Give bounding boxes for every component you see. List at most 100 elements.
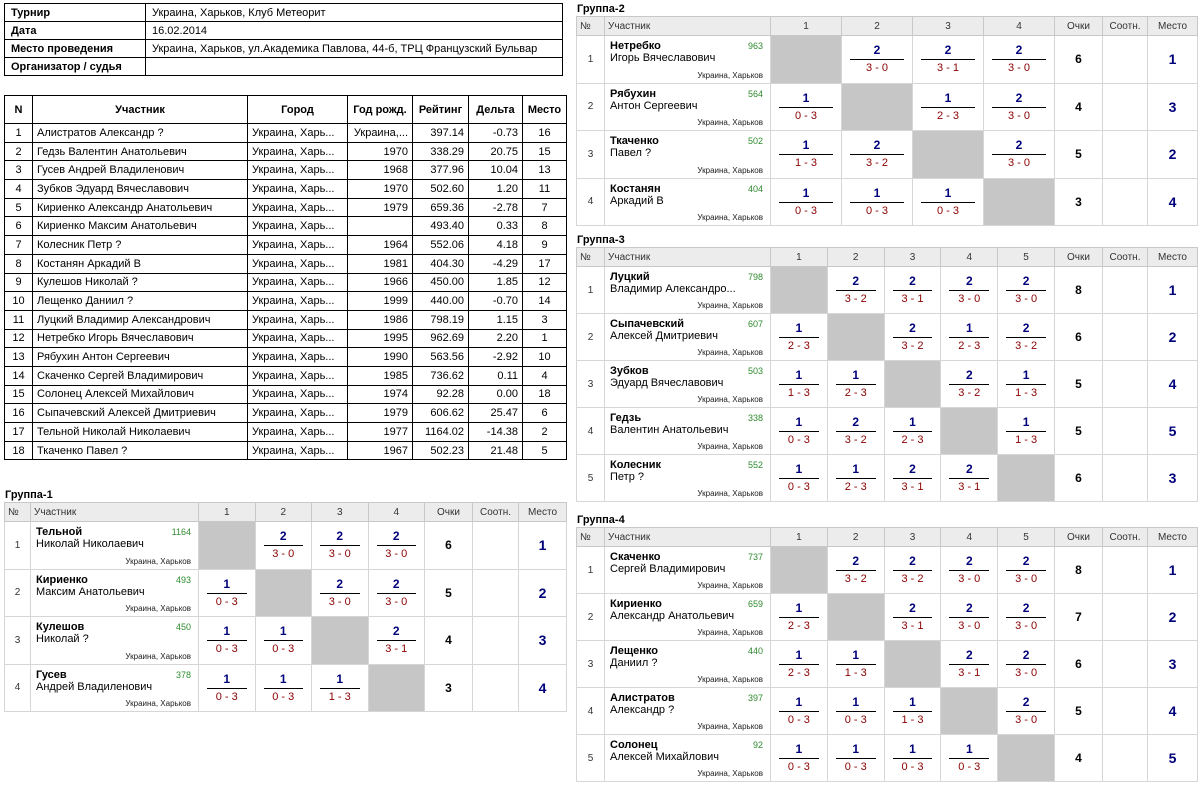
participant-cell: 16 [4, 403, 33, 423]
match-points: 1 [909, 742, 916, 756]
participant-cell: 17 [4, 422, 33, 442]
match-points: 2 [873, 138, 881, 153]
player-cell: Скаченко Сергей Владимирович 737 Украина, Х… [604, 546, 771, 594]
group-header-row: № Участник 1 2 3 4 Очки Соотн. Место [576, 16, 1198, 36]
player-city: Украина, Харьков [697, 581, 763, 590]
participant-cell: 962.69 [412, 328, 469, 349]
player-rating: 963 [747, 41, 763, 51]
match-score: 2 - 3 [844, 481, 867, 493]
participant-cell: 11 [4, 309, 33, 330]
participant-cell: Скаченко Сергей Владимирович [32, 365, 248, 386]
ratio [1101, 734, 1148, 782]
ratio [1101, 640, 1148, 688]
row-number: 1 [4, 521, 31, 570]
participant-cell: Зубков Эдуард Вячеславович [32, 179, 248, 199]
group-title: Группа-3 [577, 234, 625, 246]
player-surname: Луцкий [610, 271, 650, 283]
participant-cell: -2.78 [468, 197, 523, 218]
final-place: 3 [1146, 454, 1198, 502]
match-score: 0 - 3 [794, 109, 817, 122]
player-city: Украина, Харьков [697, 118, 763, 127]
fraction-line [207, 592, 247, 594]
player-cell: Ткаченко Павел ? 502 Украина, Харьков [604, 130, 771, 179]
player-surname: Солонец [610, 739, 658, 751]
fraction-line [1006, 384, 1046, 385]
col-opponent-header: 5 [997, 247, 1055, 267]
col-ratio-header: Соотн. [1101, 247, 1148, 267]
total-points: 3 [1054, 177, 1103, 226]
participant-cell: 3 [4, 160, 33, 181]
player-name: Алексей Михайлович [610, 751, 719, 763]
group-row: 3 Зубков Эдуард Вячеславович 503 Украина, Ха… [576, 360, 1198, 408]
participant-cell: Ткаченко Павел ? [32, 440, 248, 461]
match-score: 3 - 0 [1015, 714, 1038, 726]
match-result: 1 2 - 3 [770, 640, 828, 688]
match-result: 2 3 - 1 [940, 640, 999, 688]
final-place: 5 [1146, 734, 1198, 782]
match-score: 3 - 1 [901, 481, 924, 493]
player-name: Даниил ? [610, 657, 658, 669]
participants-header: Дельта [468, 95, 523, 124]
ratio [1102, 177, 1148, 226]
fraction-line [850, 59, 904, 61]
match-score: 3 - 0 [272, 548, 295, 561]
fraction-line [949, 478, 990, 479]
participant-cell: 1964 [347, 235, 413, 255]
group-3: Группа-3 № Участник 1 2 3 4 5 Очки Соотн. Место 1 Лу… [576, 233, 1198, 502]
match-points: 2 [965, 274, 973, 288]
match-score: 3 - 0 [1015, 620, 1038, 632]
group-row: 2 Кириенко Максим Анатольевич 493 Украина, Х… [4, 568, 567, 617]
col-opponent-header: 2 [826, 527, 885, 547]
match-result: 1 0 - 3 [770, 687, 828, 735]
player-cell: Колесник Петр ? 552 Украина, Харьков [604, 454, 771, 502]
match-result: 2 3 - 0 [940, 546, 999, 594]
match-result: 2 3 - 2 [841, 130, 913, 179]
col-player-header: Участник [30, 502, 199, 522]
col-score-header: Очки [1053, 527, 1103, 547]
fraction-line [835, 290, 876, 291]
match-points: 2 [336, 576, 344, 591]
player-surname: Лещенко [610, 645, 658, 657]
participant-cell: 1981 [347, 253, 413, 274]
col-place-header: Место [518, 502, 567, 522]
final-place: 4 [1147, 177, 1198, 226]
match-points: 2 [873, 43, 881, 58]
player-cell: Кулешов Николай ? 450 Украина, Харьков [30, 616, 199, 665]
fraction-line [779, 431, 819, 432]
match-points: 1 [795, 321, 803, 335]
col-place-header: Место [1146, 247, 1198, 267]
participants-header: Год рожд. [347, 95, 413, 124]
participant-cell: Костанян Аркадий В [32, 253, 248, 274]
match-score: 3 - 1 [901, 293, 924, 305]
match-result: 1 1 - 3 [770, 130, 842, 179]
match-result: 1 0 - 3 [770, 734, 828, 782]
match-result: 2 3 - 2 [883, 546, 942, 594]
participant-row: 18 Ткаченко Павел ? Украина, Харь... 1967 50… [4, 440, 567, 461]
match-result: 2 3 - 0 [254, 521, 312, 570]
fraction-line [263, 545, 303, 547]
participant-cell: Кулешов Николай ? [32, 272, 248, 293]
participant-cell: 1 [522, 328, 567, 349]
participant-cell: 9 [522, 235, 567, 255]
match-score: 3 - 1 [901, 620, 924, 632]
match-result: 1 1 - 3 [997, 407, 1055, 455]
group-row: 5 Колесник Петр ? 552 Украина, Харьков 1 0 - 3… [576, 454, 1198, 502]
fraction-line [320, 687, 360, 689]
participant-cell: 18 [4, 440, 33, 461]
participant-cell: -0.70 [468, 291, 523, 311]
fraction-line [779, 106, 833, 108]
final-place: 4 [1146, 360, 1198, 408]
player-city: Украина, Харьков [697, 213, 763, 222]
participant-row: 11 Луцкий Владимир Александрович Украина, … [4, 309, 567, 330]
row-number: 2 [576, 82, 605, 131]
fraction-line [992, 154, 1046, 156]
match-score: 3 - 2 [844, 293, 867, 305]
participant-cell: -14.38 [468, 422, 523, 442]
match-result: 1 0 - 3 [254, 616, 312, 665]
ratio [472, 616, 519, 665]
match-points: 1 [852, 648, 860, 662]
fraction-line [835, 384, 876, 385]
col-opponent-header: 2 [826, 247, 885, 267]
final-place: 3 [1146, 640, 1198, 688]
player-city: Украина, Харьков [697, 722, 763, 731]
